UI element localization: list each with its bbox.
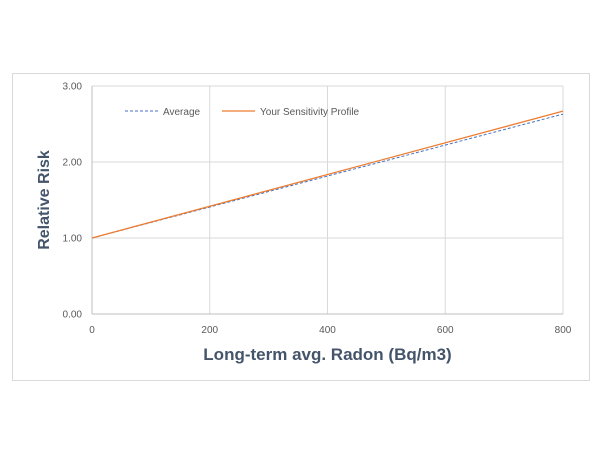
x-tick-label: 400	[319, 325, 336, 336]
series-lines	[91, 110, 564, 239]
x-tick-label: 800	[555, 325, 572, 336]
x-tick-label: 0	[89, 325, 95, 336]
legend: Average Your Sensitivity Profile	[125, 107, 360, 118]
y-tick-label: 1.00	[63, 234, 83, 245]
y-tick-label: 0.00	[63, 310, 83, 321]
x-tick-label: 200	[201, 325, 218, 336]
chart-frame	[12, 73, 590, 381]
gridlines	[91, 85, 564, 315]
y-tick-label: 3.00	[63, 82, 83, 93]
y-tick-label: 2.00	[63, 158, 83, 169]
axes	[91, 86, 563, 315]
y-axis-title: Relative Risk	[36, 150, 53, 250]
series-line-sensitivity-profile	[91, 110, 564, 239]
x-tick-label: 600	[437, 325, 454, 336]
legend-label-sensitivity-profile: Your Sensitivity Profile	[260, 107, 360, 118]
legend-label-average: Average	[163, 107, 201, 118]
tick-labels: 0.00 1.00 2.00 3.00 0 200 400 600 800	[63, 82, 572, 337]
x-axis-title: Long-term avg. Radon (Bq/m3)	[203, 345, 451, 364]
